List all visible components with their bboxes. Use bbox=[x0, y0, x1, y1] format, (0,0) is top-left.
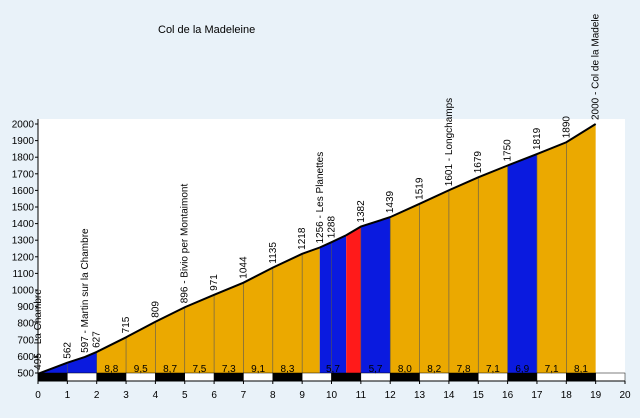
gradient-label-2: 9,5 bbox=[134, 364, 148, 375]
x-tick-label-6: 6 bbox=[211, 390, 217, 401]
elevation-label-13: 1382 bbox=[356, 200, 367, 223]
y-tick-label-1500: 1500 bbox=[12, 203, 35, 214]
y-tick-label-1200: 1200 bbox=[12, 252, 35, 263]
segment-fill-16 bbox=[507, 154, 537, 373]
gradient-label-9: 5,7 bbox=[326, 364, 340, 375]
x-tick-label-4: 4 bbox=[153, 390, 159, 401]
gradient-label-17: 7,1 bbox=[545, 364, 559, 375]
elevation-label-2: 597 - Martin sur la Chambre bbox=[80, 228, 91, 353]
elevation-label-3: 627 bbox=[92, 331, 103, 348]
elevation-label-5: 809 bbox=[150, 301, 161, 318]
elevation-label-12: 1288 bbox=[327, 216, 338, 239]
elevation-label-6: 896 - Bivio per Montaimont bbox=[180, 184, 191, 304]
gradient-label-4: 7,5 bbox=[192, 364, 206, 375]
elevation-label-8: 1044 bbox=[238, 256, 249, 279]
elevation-label-16: 1601 - Longchamps bbox=[444, 98, 455, 186]
elevation-label-14: 1439 bbox=[385, 190, 396, 213]
x-tick-label-3: 3 bbox=[123, 390, 129, 401]
x-tick-label-11: 11 bbox=[356, 390, 367, 401]
segment-fill-5 bbox=[214, 282, 244, 373]
elevation-label-19: 1819 bbox=[532, 127, 543, 150]
segment-fill-7 bbox=[272, 253, 303, 373]
y-tick-label-1600: 1600 bbox=[12, 186, 35, 197]
y-tick-label-600: 600 bbox=[17, 352, 34, 363]
gradient-label-14: 7,8 bbox=[457, 364, 471, 375]
y-tick-label-900: 900 bbox=[17, 302, 34, 313]
x-tick-label-17: 17 bbox=[531, 390, 543, 401]
km-strip-0 bbox=[37, 372, 68, 382]
segment-fill-17 bbox=[536, 142, 567, 373]
y-tick-label-1300: 1300 bbox=[12, 236, 35, 247]
gradient-label-1: 8,8 bbox=[104, 364, 118, 375]
segment-fill-1 bbox=[96, 337, 127, 373]
x-tick-label-12: 12 bbox=[385, 390, 397, 401]
x-tick-label-10: 10 bbox=[326, 390, 338, 401]
x-tick-label-1: 1 bbox=[65, 390, 71, 401]
elevation-label-17: 1679 bbox=[473, 151, 484, 174]
x-tick-label-5: 5 bbox=[182, 390, 188, 401]
elevation-label-21: 2000 - Col de la Madele bbox=[591, 13, 602, 120]
x-tick-label-18: 18 bbox=[561, 390, 573, 401]
segment-fill-3 bbox=[155, 307, 185, 373]
km-strip-19 bbox=[595, 372, 626, 382]
x-tick-label-2: 2 bbox=[94, 390, 100, 401]
segment-fill-14 bbox=[448, 177, 479, 373]
y-tick-label-1100: 1100 bbox=[12, 269, 34, 280]
elevation-label-7: 971 bbox=[209, 274, 220, 291]
gradient-label-15: 7,1 bbox=[486, 364, 500, 375]
y-tick-label-1400: 1400 bbox=[12, 219, 35, 230]
y-tick-label-1000: 1000 bbox=[12, 286, 35, 297]
elevation-label-20: 1890 bbox=[561, 116, 572, 139]
elevation-label-15: 1519 bbox=[415, 177, 426, 200]
segment-fill-10 bbox=[346, 226, 361, 373]
elevation-label-0: 495 - La Chambre bbox=[33, 289, 44, 370]
gradient-label-5: 7,3 bbox=[222, 364, 236, 375]
segment-fill-6 bbox=[243, 267, 273, 373]
gradient-label-16: 6,9 bbox=[515, 364, 529, 375]
profile-line bbox=[37, 123, 597, 375]
x-tick-label-20: 20 bbox=[619, 390, 631, 401]
gradient-label-12: 8,0 bbox=[398, 364, 412, 375]
elevation-label-18: 1750 bbox=[503, 139, 514, 162]
y-tick-label-500: 500 bbox=[17, 369, 34, 380]
segment-fill-9 bbox=[319, 235, 347, 373]
x-tick-label-15: 15 bbox=[473, 390, 485, 401]
segment-fill-15 bbox=[478, 165, 508, 373]
segment-fill-13 bbox=[419, 190, 449, 373]
x-tick-label-9: 9 bbox=[299, 390, 305, 401]
segment-fill-4 bbox=[184, 294, 215, 373]
elevation-label-11: 1256 - Les Planettes bbox=[315, 152, 326, 244]
x-tick-label-8: 8 bbox=[270, 390, 276, 401]
km-strip-1 bbox=[67, 372, 97, 382]
x-tick-label-13: 13 bbox=[414, 390, 426, 401]
elevation-label-1: 562 bbox=[62, 342, 73, 359]
gradient-label-6: 9,1 bbox=[251, 364, 265, 375]
segment-fill-12 bbox=[390, 203, 420, 373]
elevation-label-4: 715 bbox=[121, 316, 132, 333]
segment-fill-11 bbox=[360, 217, 391, 373]
x-tick-label-0: 0 bbox=[35, 390, 41, 401]
elevation-label-10: 1218 bbox=[297, 227, 308, 250]
x-tick-label-19: 19 bbox=[590, 390, 602, 401]
y-tick-label-2000: 2000 bbox=[12, 120, 35, 131]
segment-fill-8 bbox=[302, 247, 320, 373]
x-tick-label-16: 16 bbox=[502, 390, 514, 401]
segment-fill-18 bbox=[566, 124, 596, 373]
x-tick-label-7: 7 bbox=[241, 390, 247, 401]
y-tick-label-1700: 1700 bbox=[12, 169, 35, 180]
y-tick-label-1900: 1900 bbox=[12, 136, 35, 147]
y-tick-label-1800: 1800 bbox=[12, 153, 35, 164]
gradient-label-18: 8,1 bbox=[574, 364, 588, 375]
y-tick-label-800: 800 bbox=[17, 319, 34, 330]
x-tick-label-14: 14 bbox=[443, 390, 455, 401]
gradient-label-13: 8,2 bbox=[427, 364, 441, 375]
elevation-label-9: 1135 bbox=[268, 242, 279, 264]
y-tick-label-700: 700 bbox=[17, 335, 34, 346]
gradient-label-7: 8,3 bbox=[281, 364, 295, 375]
chart-title: Col de la Madeleine bbox=[158, 24, 255, 36]
gradient-label-11: 5,7 bbox=[369, 364, 383, 375]
gradient-label-3: 8,7 bbox=[163, 364, 177, 375]
